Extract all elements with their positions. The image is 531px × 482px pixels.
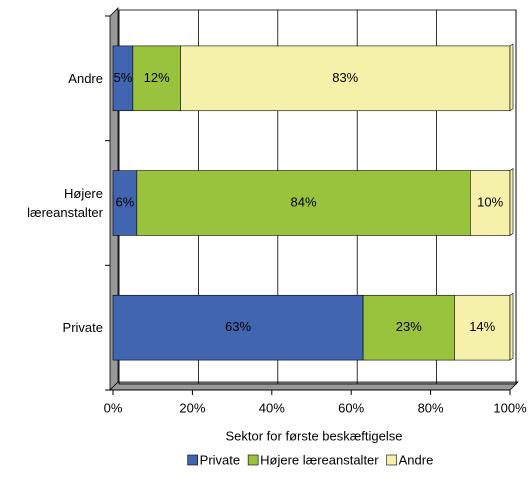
x-tick-label: 80% (418, 400, 444, 415)
bar-segment (112, 294, 364, 361)
legend-swatch (187, 454, 198, 466)
legend-label: Højere læreanstalter (260, 452, 379, 467)
bar-segment (454, 294, 511, 361)
legend-label: Andre (399, 452, 434, 467)
legend-swatch (386, 454, 397, 466)
data-label: 14% (469, 319, 495, 334)
y-tick-label: Private (62, 320, 103, 336)
floor (109, 381, 519, 391)
bar-segment (180, 45, 511, 112)
legend-label: Private (200, 452, 240, 467)
bar-segment (132, 45, 181, 112)
x-tick-label: 40% (259, 400, 285, 415)
bar-segment (136, 170, 471, 236)
data-label: 23% (396, 319, 422, 334)
data-label: 10% (477, 194, 503, 209)
data-label: 6% (116, 194, 135, 209)
y-tick-label: Andre (68, 70, 103, 86)
bar-end (509, 292, 514, 361)
data-label: 83% (332, 70, 358, 85)
x-tick-label: 0% (104, 400, 123, 415)
x-axis-title: Sektor for første beskæftigelse (225, 428, 402, 443)
bar-end (509, 43, 514, 112)
data-label: 12% (144, 70, 170, 85)
data-label: 63% (225, 319, 251, 334)
bar-segment (469, 170, 511, 236)
legend-swatch (247, 454, 259, 466)
y-tick-label: Højere læreanstalter (27, 186, 103, 220)
x-tick-label: 60% (338, 400, 364, 415)
data-label: 5% (114, 70, 133, 85)
bar-end (509, 168, 514, 236)
data-label: 84% (291, 194, 317, 209)
x-tick-label: 20% (179, 400, 205, 415)
x-tick-label: 100% (493, 400, 527, 415)
